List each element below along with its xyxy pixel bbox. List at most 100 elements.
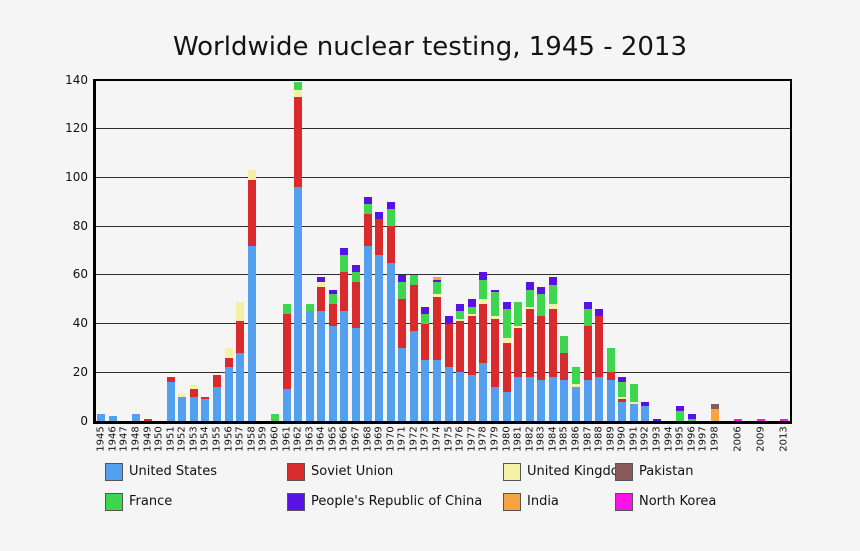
segment-1990-united_states — [618, 401, 627, 421]
stacked-bar-1966 — [340, 248, 349, 421]
segment-1979-soviet_union — [490, 318, 499, 387]
segment-1984-united_kingdom — [548, 304, 557, 309]
x-tick-label-1977: 1977 — [466, 426, 478, 452]
segment-1982-china — [525, 282, 534, 290]
x-tick-label-1976: 1976 — [454, 426, 466, 452]
legend-swatch-france — [105, 493, 123, 511]
bar-slot-1975 — [443, 80, 455, 421]
stacked-bar-1983 — [537, 287, 546, 421]
x-tick-label-1966: 1966 — [338, 426, 350, 452]
x-tick-label-1948: 1948 — [130, 426, 142, 452]
segment-1952-united_kingdom — [178, 394, 187, 397]
stacked-bar-1988 — [595, 308, 604, 421]
bar-slot-1969 — [373, 80, 385, 421]
segment-1978-soviet_union — [479, 304, 488, 363]
x-tick-label-1968: 1968 — [362, 426, 374, 452]
stacked-bar-1984 — [548, 277, 557, 421]
x-tick-label-1959: 1959 — [257, 426, 269, 452]
plot-area — [96, 80, 791, 421]
stacked-bar-1982 — [525, 282, 534, 421]
segment-1984-china — [548, 277, 557, 285]
segment-1977-united_kingdom — [467, 313, 476, 317]
segment-1977-united_states — [467, 374, 476, 421]
stacked-bar-1946 — [108, 416, 117, 421]
x-tick-label-1989: 1989 — [605, 426, 617, 452]
segment-1972-france — [409, 274, 418, 285]
segment-1990-united_kingdom — [618, 396, 627, 400]
x-tick-label-1983: 1983 — [535, 426, 547, 452]
segment-1973-china — [421, 306, 430, 314]
segment-1987-china — [583, 301, 592, 309]
bar-slot-1970 — [385, 80, 397, 421]
x-tick-label-1987: 1987 — [582, 426, 594, 452]
segment-1958-united_kingdom — [247, 170, 256, 180]
segment-1987-united_states — [583, 379, 592, 421]
stacked-bar-1969 — [375, 211, 384, 421]
bar-slot-spacer — [767, 80, 779, 421]
segment-1998-pakistan — [710, 403, 719, 409]
stacked-bar-1985 — [560, 335, 569, 421]
segment-1986-united_kingdom — [571, 384, 580, 387]
segment-1981-soviet_union — [514, 328, 523, 378]
segment-1961-united_states — [282, 389, 291, 421]
bar-slot-1947 — [119, 80, 131, 421]
segment-1962-united_kingdom — [294, 89, 303, 98]
segment-1965-france — [328, 294, 337, 305]
segment-1974-united_kingdom — [433, 294, 442, 297]
bar-slot-1949 — [142, 80, 154, 421]
bar-slot-1986 — [570, 80, 582, 421]
segment-1983-france — [537, 294, 546, 317]
x-tick-label-1957: 1957 — [234, 426, 246, 452]
x-tick-spacer — [767, 424, 779, 466]
x-tick-label-1965: 1965 — [327, 426, 339, 452]
x-tick-label-1986: 1986 — [570, 426, 582, 452]
segment-1988-united_states — [595, 377, 604, 421]
x-tick-label-1956: 1956 — [223, 426, 235, 452]
segment-1995-france — [676, 411, 685, 421]
segment-1983-soviet_union — [537, 316, 546, 380]
bar-slot-1964 — [315, 80, 327, 421]
segment-1955-united_states — [213, 386, 222, 421]
bar-slot-1988 — [593, 80, 605, 421]
segment-1968-soviet_union — [363, 213, 372, 246]
segment-1965-china — [328, 289, 337, 295]
stacked-bar-1957 — [236, 301, 245, 421]
bar-slot-1977 — [466, 80, 478, 421]
segment-1979-united_kingdom — [490, 316, 499, 319]
segment-1958-soviet_union — [247, 179, 256, 246]
stacked-bar-1955 — [213, 374, 222, 421]
x-tick-label-1955: 1955 — [211, 426, 223, 452]
segment-1975-soviet_union — [444, 323, 453, 368]
legend-label: France — [129, 494, 173, 509]
plot-frame-top — [93, 79, 792, 81]
segment-1980-united_kingdom — [502, 338, 511, 344]
gridline-40 — [95, 322, 790, 325]
bar-slot-1993 — [651, 80, 663, 421]
segment-1980-france — [502, 309, 511, 339]
stacked-bar-1998 — [710, 403, 719, 421]
x-tick-label-1952: 1952 — [176, 426, 188, 452]
bar-slot-1995 — [674, 80, 686, 421]
segment-1968-china — [363, 196, 372, 205]
plot-frame-right — [790, 79, 792, 424]
stacked-bar-1949 — [143, 418, 152, 421]
segment-1992-china — [641, 401, 650, 407]
stacked-bar-1990 — [618, 377, 627, 421]
gridline-80 — [95, 225, 790, 227]
bar-slot-1967 — [350, 80, 362, 421]
segment-1953-united_kingdom — [189, 384, 198, 390]
y-tick-label-20: 20 — [72, 364, 88, 379]
stacked-bar-2009 — [757, 418, 766, 421]
segment-1981-france — [514, 301, 523, 327]
segment-2009-north_korea — [757, 418, 766, 421]
x-tick-label-1995: 1995 — [674, 426, 686, 452]
segment-1978-united_kingdom — [479, 299, 488, 305]
stacked-bar-1952 — [178, 394, 187, 421]
segment-1976-china — [456, 304, 465, 312]
legend-swatch-pakistan — [615, 463, 633, 481]
stacked-bar-2006 — [734, 418, 743, 421]
segment-1957-soviet_union — [236, 321, 245, 353]
segment-1986-france — [571, 367, 580, 385]
segment-1993-china — [653, 418, 662, 421]
